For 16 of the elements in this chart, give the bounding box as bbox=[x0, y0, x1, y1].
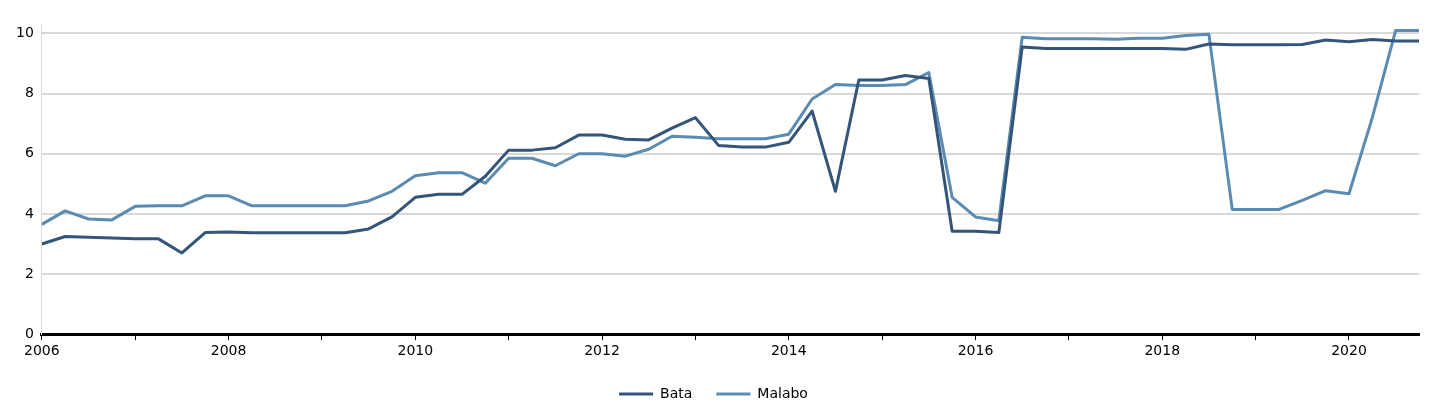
x-tick-label: 2010 bbox=[397, 342, 434, 359]
legend-label: Malabo bbox=[757, 384, 808, 401]
x-tick-label: 2008 bbox=[210, 342, 247, 359]
x-tick-label: 2018 bbox=[1144, 342, 1181, 359]
x-tick-label: 2014 bbox=[770, 342, 807, 359]
legend-label: Bata bbox=[660, 384, 693, 401]
y-tick-label: 10 bbox=[15, 24, 34, 41]
y-tick-label: 8 bbox=[24, 84, 34, 101]
x-tick-label: 2006 bbox=[23, 342, 60, 359]
x-tick-label: 2016 bbox=[957, 342, 994, 359]
y-tick-label: 4 bbox=[24, 204, 34, 221]
y-tick-label: 2 bbox=[24, 264, 34, 281]
x-tick-label: 2012 bbox=[584, 342, 620, 359]
x-tick-label: 2020 bbox=[1331, 342, 1367, 359]
y-tick-label: 6 bbox=[24, 144, 34, 161]
y-tick-label: 0 bbox=[24, 324, 34, 341]
